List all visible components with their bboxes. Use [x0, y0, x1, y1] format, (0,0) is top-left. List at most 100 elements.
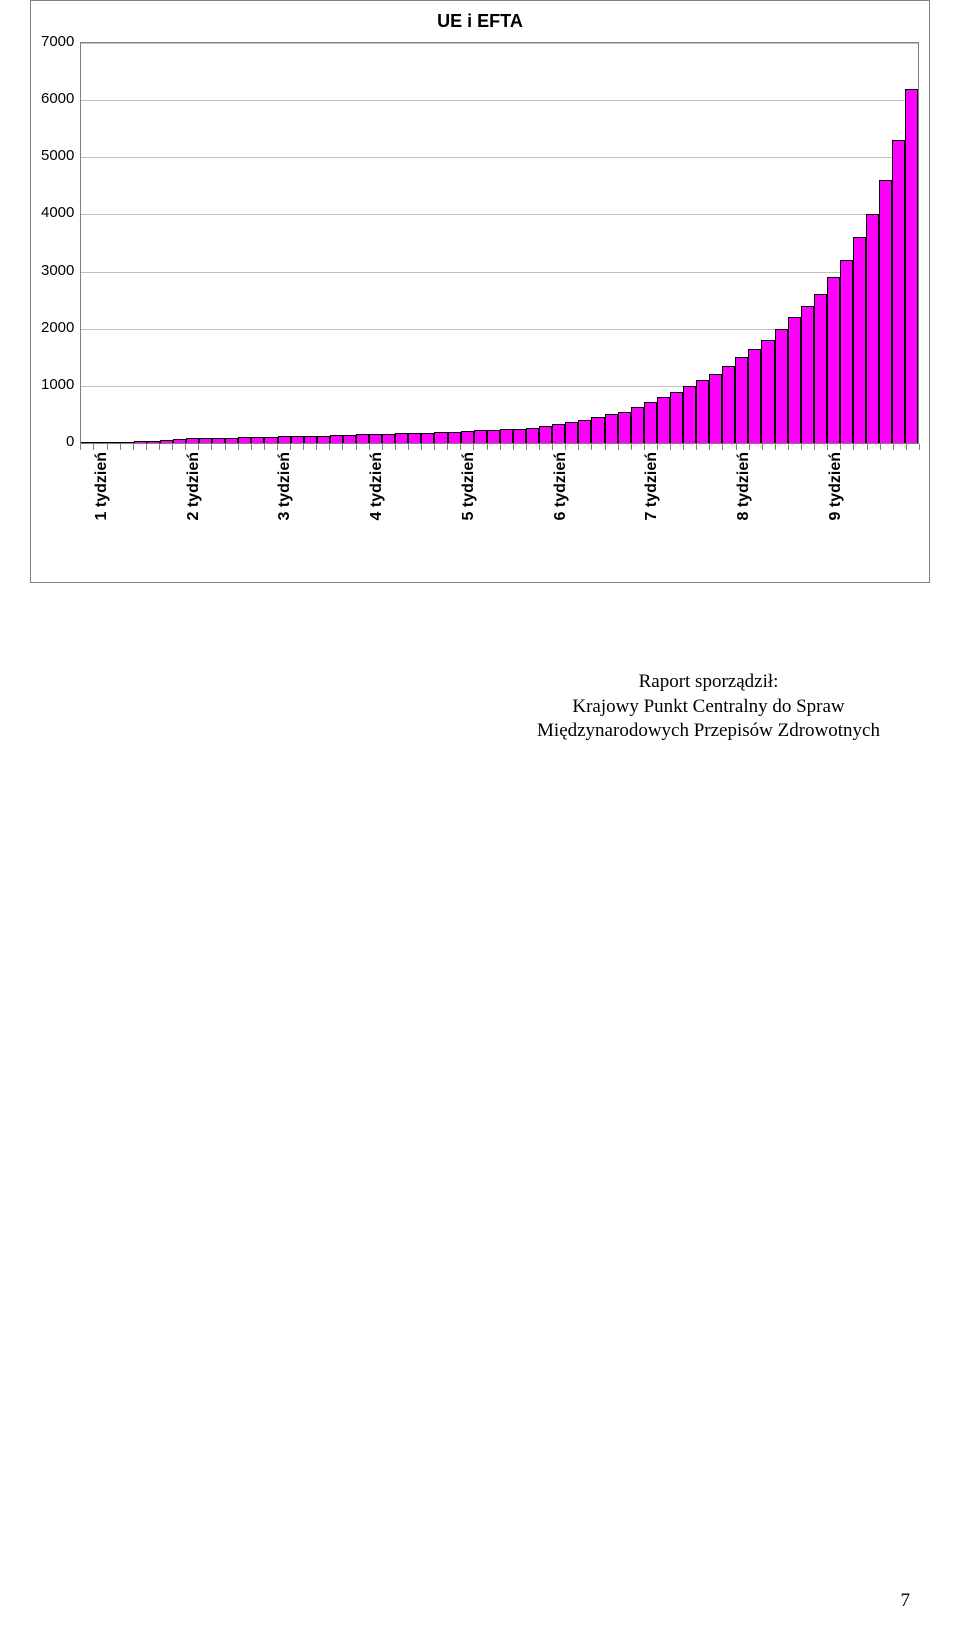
x-tick-mark — [880, 444, 881, 450]
bar — [853, 237, 866, 443]
bar — [735, 357, 748, 443]
x-tick-mark — [893, 444, 894, 450]
x-tick-mark — [853, 444, 854, 450]
x-tick-mark — [906, 444, 907, 450]
x-axis-label: 6 tydzień — [552, 452, 570, 520]
x-tick-mark — [225, 444, 226, 450]
x-tick-mark — [303, 444, 304, 450]
x-tick-mark — [775, 444, 776, 450]
bar — [696, 380, 709, 443]
x-tick-mark — [382, 444, 383, 450]
footer-line-2: Krajowy Punkt Centralny do Spraw — [537, 695, 880, 720]
bar — [761, 340, 774, 443]
bar — [500, 429, 513, 443]
x-axis-label: 7 tydzień — [643, 452, 661, 520]
x-tick-mark — [447, 444, 448, 450]
x-tick-mark — [827, 444, 828, 450]
x-tick-mark — [578, 444, 579, 450]
bar — [657, 397, 670, 443]
x-axis-label: 5 tydzień — [460, 452, 478, 520]
bar — [801, 306, 814, 443]
x-tick-mark — [801, 444, 802, 450]
x-tick-mark — [670, 444, 671, 450]
bar — [434, 432, 447, 443]
x-tick-mark — [211, 444, 212, 450]
bar — [186, 438, 199, 443]
x-tick-mark — [342, 444, 343, 450]
x-tick-mark — [198, 444, 199, 450]
x-tick-mark — [526, 444, 527, 450]
x-tick-mark — [657, 444, 658, 450]
bar — [461, 431, 474, 443]
bar — [591, 417, 604, 443]
x-tick-mark — [107, 444, 108, 450]
x-tick-mark — [919, 444, 920, 450]
x-tick-mark — [277, 444, 278, 450]
bar — [448, 432, 461, 443]
x-tick-mark — [329, 444, 330, 450]
x-axis-label: 1 tydzień — [93, 452, 111, 520]
bar — [356, 434, 369, 443]
page: UE i EFTA 70006000500040003000200010000 … — [0, 0, 960, 1642]
x-tick-mark — [513, 444, 514, 450]
x-tick-mark — [460, 444, 461, 450]
bar — [225, 438, 238, 443]
x-tick-mark — [172, 444, 173, 450]
x-tick-mark — [591, 444, 592, 450]
x-axis-ticks — [80, 444, 919, 452]
x-tick-mark — [473, 444, 474, 450]
x-tick-mark — [840, 444, 841, 450]
x-axis-label: 4 tydzień — [368, 452, 386, 520]
bar — [709, 374, 722, 443]
x-tick-mark — [93, 444, 94, 450]
x-tick-mark — [749, 444, 750, 450]
x-tick-mark — [120, 444, 121, 450]
report-author-block: Raport sporządził: Krajowy Punkt Central… — [537, 670, 880, 744]
x-tick-mark — [434, 444, 435, 450]
bar — [788, 317, 801, 443]
bar — [814, 294, 827, 443]
x-tick-mark — [408, 444, 409, 450]
x-tick-mark — [539, 444, 540, 450]
x-axis-label: 8 tydzień — [735, 452, 753, 520]
bar — [879, 180, 892, 443]
x-tick-mark — [316, 444, 317, 450]
bar — [330, 435, 343, 443]
bar — [147, 441, 160, 443]
bar — [539, 426, 552, 443]
bar — [892, 140, 905, 443]
bar — [264, 437, 277, 443]
x-tick-mark — [736, 444, 737, 450]
bar — [81, 442, 94, 443]
plot-wrap: 70006000500040003000200010000 1 tydzień2… — [41, 42, 919, 562]
bar — [421, 433, 434, 443]
x-tick-mark — [290, 444, 291, 450]
bar — [644, 402, 657, 443]
page-number: 7 — [901, 1590, 911, 1612]
bar — [121, 442, 134, 443]
x-tick-mark — [867, 444, 868, 450]
bar — [317, 436, 330, 443]
x-tick-mark — [146, 444, 147, 450]
x-tick-mark — [565, 444, 566, 450]
bar — [670, 392, 683, 443]
x-tick-mark — [696, 444, 697, 450]
bar — [526, 428, 539, 443]
bar — [487, 430, 500, 443]
bar — [513, 429, 526, 443]
x-tick-mark — [709, 444, 710, 450]
x-tick-mark — [552, 444, 553, 450]
bar — [291, 436, 304, 443]
x-tick-mark — [395, 444, 396, 450]
y-axis: 70006000500040003000200010000 — [41, 42, 80, 442]
x-tick-mark — [421, 444, 422, 450]
x-tick-mark — [251, 444, 252, 450]
bar — [775, 329, 788, 443]
chart-title: UE i EFTA — [41, 11, 919, 32]
bar — [827, 277, 840, 443]
bar — [395, 433, 408, 443]
x-tick-mark — [605, 444, 606, 450]
bar — [251, 437, 264, 443]
bar — [304, 436, 317, 443]
bar — [173, 439, 186, 443]
